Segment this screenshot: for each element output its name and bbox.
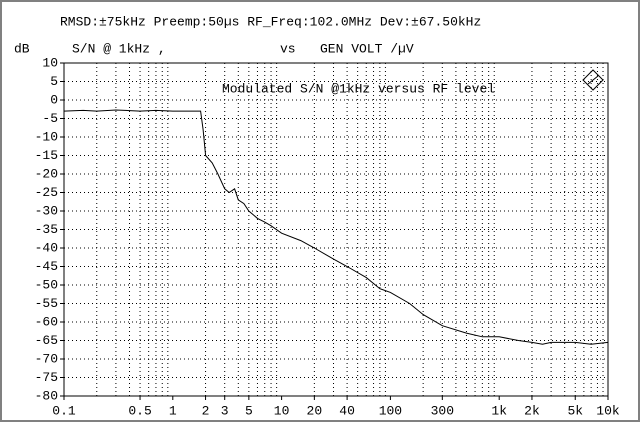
x-tick-label: 5: [245, 403, 253, 418]
y-tick-label: -10: [35, 129, 58, 144]
y-tick-label: -60: [35, 314, 58, 329]
y-tick-label: 5: [50, 74, 58, 89]
annotation: Modulated S/N @1kHz versus RF level: [222, 81, 495, 96]
x-tick-label: 0.1: [52, 403, 76, 418]
y-tick-label: 10: [42, 55, 58, 70]
y-tick-label: -20: [35, 166, 58, 181]
y-tick-label: -70: [35, 351, 58, 366]
x-tick-label: 10k: [596, 403, 620, 418]
y-tick-label: -55: [35, 296, 58, 311]
x-tick-label: 10: [274, 403, 290, 418]
plot-area: [63, 62, 609, 397]
y-tick-label: 0: [50, 92, 58, 107]
vs-label: vs: [280, 41, 296, 56]
x-tick-label: 100: [379, 403, 402, 418]
logo: [582, 69, 604, 91]
x-tick-label: 2k: [524, 403, 540, 418]
y-tick-label: -65: [35, 333, 58, 348]
y-unit: dB: [14, 41, 30, 56]
x-tick-label: 1: [169, 403, 177, 418]
x-tick-label: 40: [339, 403, 355, 418]
x-tick-label: 20: [307, 403, 323, 418]
y-tick-label: -40: [35, 240, 58, 255]
y-tick-label: -15: [35, 148, 58, 163]
x-tick-label: 3: [221, 403, 229, 418]
x-label: GEN VOLT /µV: [320, 41, 414, 56]
y-tick-label: -80: [35, 388, 58, 403]
line: [63, 109, 609, 345]
y-label: S/N @ 1kHz ,: [72, 41, 166, 56]
y-tick-label: -30: [35, 203, 58, 218]
x-tick-label: 5k: [567, 403, 583, 418]
x-tick-label: 1k: [491, 403, 507, 418]
x-tick-label: 0.5: [128, 403, 151, 418]
chart-title: RMSD:±75kHz Preemp:50µs RF_Freq:102.0MHz…: [60, 14, 481, 29]
y-tick-label: -25: [35, 185, 58, 200]
x-tick-label: 2: [202, 403, 210, 418]
y-tick-label: -35: [35, 222, 58, 237]
y-tick-label: -45: [35, 259, 58, 274]
y-tick-label: -50: [35, 277, 58, 292]
y-tick-label: -5: [42, 111, 58, 126]
x-tick-label: 300: [431, 403, 454, 418]
y-tick-label: -75: [35, 370, 58, 385]
